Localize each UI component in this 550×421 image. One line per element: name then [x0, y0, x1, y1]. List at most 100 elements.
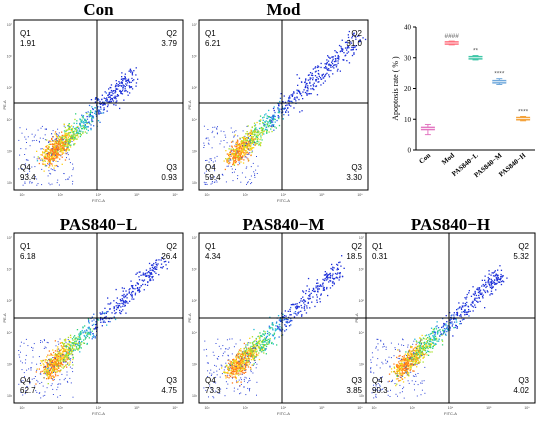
event-dot — [55, 157, 58, 159]
event-dot — [464, 302, 466, 305]
event-dot — [482, 294, 484, 296]
event-dot — [122, 88, 124, 90]
event-dot — [19, 356, 21, 358]
event-dot — [236, 380, 237, 382]
event-dot — [436, 321, 438, 323]
event-dot — [490, 278, 492, 280]
event-dot — [247, 140, 249, 142]
event-dot — [234, 157, 237, 160]
x-tick-label: 10² — [19, 193, 25, 197]
quadrant-name-q4: Q4 — [205, 376, 216, 385]
event-dot — [31, 182, 33, 184]
event-dot — [231, 367, 233, 369]
event-dot — [76, 329, 79, 331]
event-dot — [252, 355, 255, 357]
quadrant-name-q2: Q2 — [166, 242, 177, 251]
event-dot — [454, 326, 456, 329]
event-dot — [65, 130, 67, 132]
event-dot — [67, 146, 69, 148]
quadrant-value-q2: 26.4 — [161, 252, 177, 261]
event-dot — [120, 78, 123, 80]
event-dot — [216, 155, 218, 157]
event-dot — [81, 121, 83, 124]
event-dot — [124, 86, 126, 88]
event-dot — [69, 348, 72, 350]
event-dot — [97, 109, 99, 111]
event-dot — [114, 95, 116, 97]
event-dot — [151, 276, 153, 278]
event-dot — [271, 121, 273, 124]
event-dot — [401, 369, 403, 371]
event-dot — [239, 145, 242, 147]
event-dot — [403, 367, 405, 369]
event-dot — [59, 379, 61, 381]
event-dot — [301, 300, 304, 302]
event-dot — [229, 158, 232, 160]
event-dot — [56, 150, 58, 153]
event-dot — [44, 150, 46, 152]
event-dot — [407, 361, 409, 364]
event-dot — [54, 361, 56, 363]
event-dot — [255, 132, 257, 134]
event-dot — [329, 287, 332, 289]
event-dot — [43, 158, 46, 160]
event-dot — [271, 334, 274, 336]
event-dot — [212, 396, 214, 398]
event-dot — [72, 135, 74, 137]
event-dot — [44, 128, 46, 130]
event-dot — [461, 319, 464, 321]
event-dot — [292, 304, 294, 306]
event-dot — [124, 73, 126, 75]
event-dot — [29, 180, 31, 182]
event-dot — [388, 380, 390, 382]
event-dot — [324, 271, 326, 273]
panel-title: PAS840−L — [60, 215, 137, 234]
event-dot — [226, 165, 228, 167]
event-dot — [228, 156, 231, 158]
event-dot — [233, 362, 235, 364]
event-dot — [221, 373, 223, 375]
event-dot — [282, 313, 284, 315]
event-dot — [252, 345, 255, 347]
event-dot — [68, 143, 70, 145]
event-dot — [403, 360, 405, 362]
event-dot — [68, 176, 70, 178]
event-dot — [263, 337, 266, 339]
event-dot — [93, 323, 95, 326]
event-dot — [31, 378, 33, 380]
event-dot — [255, 367, 257, 369]
event-dot — [114, 312, 116, 315]
event-dot — [343, 52, 345, 54]
event-dot — [82, 121, 85, 123]
event-dot — [293, 98, 295, 100]
event-dot — [90, 129, 92, 131]
event-dot — [112, 92, 114, 95]
event-dot — [279, 97, 282, 99]
event-dot — [339, 276, 341, 279]
event-dot — [421, 345, 423, 347]
event-dot — [498, 278, 501, 280]
event-dot — [54, 363, 56, 365]
event-dot — [229, 372, 231, 374]
event-dot — [80, 347, 82, 349]
event-dot — [328, 276, 330, 279]
event-dot — [240, 379, 242, 381]
event-dot — [288, 100, 290, 102]
event-dot — [120, 82, 122, 84]
event-dot — [247, 356, 249, 358]
event-dot — [323, 77, 325, 79]
event-dot — [264, 114, 266, 116]
event-dot — [50, 367, 52, 369]
event-dot — [246, 131, 248, 133]
event-dot — [205, 348, 207, 350]
event-dot — [70, 352, 72, 354]
event-dot — [250, 138, 253, 140]
event-dot — [70, 134, 73, 136]
event-dot — [460, 308, 463, 310]
event-dot — [327, 278, 329, 280]
event-dot — [252, 343, 254, 345]
event-dot — [69, 353, 71, 356]
event-dot — [47, 363, 49, 366]
event-dot — [62, 350, 64, 352]
event-dot — [278, 108, 280, 110]
